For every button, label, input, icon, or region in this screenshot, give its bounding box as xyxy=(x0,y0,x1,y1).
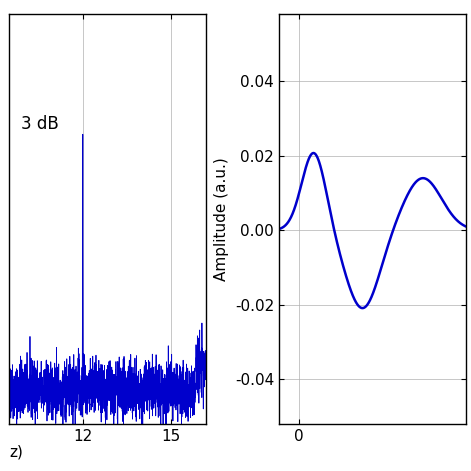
Text: z): z) xyxy=(9,445,23,460)
Y-axis label: Amplitude (a.u.): Amplitude (a.u.) xyxy=(214,157,229,281)
Text: 3 dB: 3 dB xyxy=(21,115,59,133)
